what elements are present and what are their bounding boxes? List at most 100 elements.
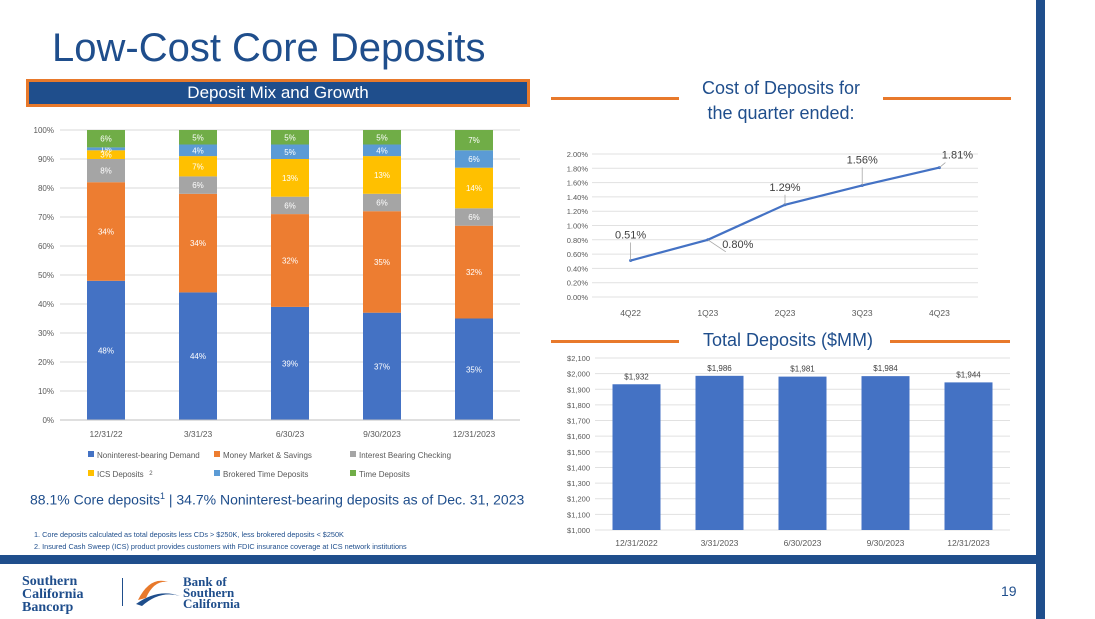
bar-segment bbox=[179, 130, 217, 145]
bar bbox=[612, 384, 661, 530]
y-tick-label: $1,000 bbox=[567, 526, 590, 535]
bar-segment bbox=[455, 208, 493, 226]
y-tick-label: 0.20% bbox=[567, 279, 589, 288]
bar-segment bbox=[271, 306, 309, 420]
bar-segment bbox=[363, 130, 401, 145]
y-tick-label: $1,800 bbox=[567, 401, 590, 410]
bar-segment bbox=[455, 167, 493, 209]
right-accent-bar bbox=[1036, 0, 1045, 619]
bar-segment bbox=[179, 144, 217, 157]
legend-label: Brokered Time Deposits bbox=[223, 470, 308, 479]
x-tick-label: 3/31/2023 bbox=[701, 538, 739, 548]
data-label: 5% bbox=[284, 148, 296, 157]
logo1-line1: Southern bbox=[22, 574, 78, 589]
total-deposits-chart: $1,000 $1,100 $1,200 $1,300 $1,400 $1,500 $1,6… bbox=[567, 354, 1010, 548]
y-tick-label: 80% bbox=[38, 184, 54, 193]
y-tick-label: 0.00% bbox=[567, 293, 589, 302]
legend-footnote-ref: 2 bbox=[149, 471, 153, 477]
y-tick-label: $1,400 bbox=[567, 463, 590, 472]
data-label: 5% bbox=[284, 133, 296, 142]
bar-segment bbox=[87, 182, 125, 281]
data-label: 6% bbox=[100, 135, 112, 144]
x-tick-label: 3Q23 bbox=[852, 308, 873, 318]
x-tick-label: 2Q23 bbox=[775, 308, 796, 318]
y-tick-label: $1,200 bbox=[567, 495, 590, 504]
bar-segment bbox=[363, 193, 401, 212]
data-label: 39% bbox=[282, 359, 298, 368]
logo1-line2: California bbox=[22, 587, 84, 602]
data-label: 1.29% bbox=[769, 182, 800, 194]
cost-title-line2: the quarter ended: bbox=[707, 103, 855, 123]
data-label: 34% bbox=[190, 239, 206, 248]
bar-segment bbox=[87, 280, 125, 420]
data-label: 32% bbox=[466, 268, 482, 277]
bar-segment bbox=[87, 147, 125, 151]
legend-label: Noninterest-bearing Demand bbox=[97, 451, 200, 460]
y-tick-label: $1,700 bbox=[567, 417, 590, 426]
bar-segment bbox=[271, 144, 309, 159]
y-tick-label: 2.00% bbox=[567, 150, 589, 159]
y-tick-label: 20% bbox=[38, 358, 54, 367]
legend-label: Time Deposits bbox=[359, 470, 410, 479]
x-tick-label: 3/31/23 bbox=[184, 429, 213, 439]
bar-segment bbox=[271, 196, 309, 215]
data-label: $1,944 bbox=[956, 370, 981, 379]
data-label: $1,986 bbox=[707, 364, 732, 373]
y-tick-label: 40% bbox=[38, 300, 54, 309]
data-label: 34% bbox=[98, 228, 114, 237]
footer-accent-bar bbox=[0, 555, 1036, 564]
summary-footnote-ref: 1 bbox=[159, 491, 165, 501]
data-label: 37% bbox=[374, 362, 390, 371]
x-tick-label: 6/30/2023 bbox=[784, 538, 822, 548]
y-tick-label: 70% bbox=[38, 213, 54, 222]
bar-segment bbox=[363, 211, 401, 313]
bar bbox=[861, 376, 910, 530]
leader-line bbox=[939, 162, 946, 168]
total-title-line-right bbox=[890, 340, 1010, 343]
x-tick-label: 12/31/22 bbox=[89, 429, 122, 439]
data-label: 13% bbox=[282, 174, 298, 183]
y-tick-label: 100% bbox=[34, 126, 54, 135]
data-label: 1.81% bbox=[942, 150, 973, 162]
bar-segment bbox=[455, 150, 493, 168]
page-number: 19 bbox=[1001, 583, 1017, 599]
data-label: 0.51% bbox=[615, 230, 646, 242]
legend-label: Money Market & Savings bbox=[223, 451, 312, 460]
bar bbox=[778, 376, 827, 530]
data-label: 35% bbox=[374, 258, 390, 267]
data-label: 4% bbox=[376, 146, 388, 155]
bar-segment bbox=[179, 193, 217, 293]
page-title: Low-Cost Core Deposits bbox=[52, 26, 486, 70]
data-label: 48% bbox=[98, 346, 114, 355]
data-label: 7% bbox=[192, 162, 204, 171]
y-tick-label: 1.60% bbox=[567, 179, 589, 188]
y-tick-label: $1,100 bbox=[567, 510, 590, 519]
data-label: 6% bbox=[376, 199, 388, 208]
data-label: 5% bbox=[192, 133, 204, 142]
logo-separator bbox=[122, 578, 123, 606]
y-tick-label: $2,000 bbox=[567, 370, 590, 379]
bar-segment bbox=[87, 130, 125, 148]
data-label: $1,932 bbox=[624, 372, 649, 381]
data-label: 8% bbox=[100, 167, 112, 176]
data-label: 14% bbox=[466, 184, 482, 193]
bar-segment bbox=[455, 130, 493, 151]
cost-of-deposits-chart: 0.00% 0.20% 0.40% 0.60% 0.80% 1.00% 1.20% 1.40%… bbox=[567, 150, 978, 318]
data-label: 3% bbox=[100, 151, 112, 160]
data-label: 5% bbox=[376, 133, 388, 142]
bar-segment bbox=[179, 156, 217, 177]
deposit-mix-chart: 0% 10% 20% 30% 40% 50% 60% 70% 80% 90% 100% 48% 34% 8… bbox=[34, 126, 520, 479]
bank-wave-logo-icon bbox=[136, 580, 180, 606]
bar-segment bbox=[179, 292, 217, 420]
deposit-mix-banner: Deposit Mix and Growth bbox=[26, 79, 530, 107]
data-label: 1% bbox=[100, 145, 112, 154]
data-label: 1.56% bbox=[847, 154, 878, 166]
legend-label: Interest Bearing Checking bbox=[359, 451, 451, 460]
data-label: 0.80% bbox=[722, 239, 753, 251]
bar-segment bbox=[87, 159, 125, 183]
bar-segment bbox=[87, 150, 125, 159]
footnote-2: 2. Insured Cash Sweep (ICS) product prov… bbox=[34, 542, 407, 551]
y-tick-label: $1,900 bbox=[567, 385, 590, 394]
x-tick-label: 1Q23 bbox=[697, 308, 718, 318]
x-tick-label: 9/30/2023 bbox=[363, 429, 401, 439]
